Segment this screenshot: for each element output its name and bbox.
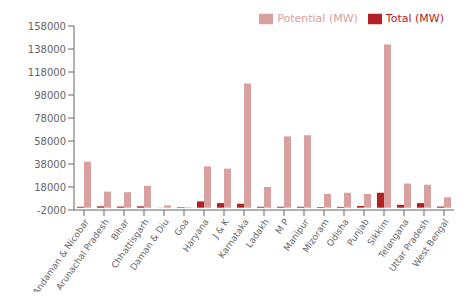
svg-text:Odisha: Odisha bbox=[324, 217, 351, 249]
svg-text:Ladakh: Ladakh bbox=[244, 217, 271, 250]
svg-text:Arunachal Pradesh: Arunachal Pradesh bbox=[54, 217, 111, 292]
svg-text:58000: 58000 bbox=[34, 136, 66, 147]
svg-text:Karnataka: Karnataka bbox=[217, 217, 251, 260]
svg-text:Bihar: Bihar bbox=[109, 217, 131, 243]
svg-text:J & K: J & K bbox=[210, 217, 231, 241]
svg-text:138000: 138000 bbox=[28, 44, 66, 55]
svg-text:Sikkim: Sikkim bbox=[365, 217, 391, 248]
svg-text:M P: M P bbox=[273, 217, 291, 236]
svg-text:Uttar Pradesh: Uttar Pradesh bbox=[387, 217, 431, 274]
svg-text:Mizoram: Mizoram bbox=[301, 217, 331, 254]
svg-text:West Bengal: West Bengal bbox=[410, 217, 450, 269]
svg-text:98000: 98000 bbox=[34, 90, 66, 101]
svg-text:Goa: Goa bbox=[172, 217, 191, 237]
svg-text:18000: 18000 bbox=[34, 182, 66, 193]
html-text:Potential (MW): Potential (MW) bbox=[277, 12, 358, 25]
svg-text:38000: 38000 bbox=[34, 159, 66, 170]
svg-text:Daman & Diu: Daman & Diu bbox=[128, 217, 171, 272]
svg-text:-2000: -2000 bbox=[37, 205, 66, 216]
svg-text:118000: 118000 bbox=[28, 67, 66, 78]
svg-text:158000: 158000 bbox=[28, 21, 66, 32]
svg-text:Manipur: Manipur bbox=[281, 217, 311, 253]
svg-text:Telangana: Telangana bbox=[376, 217, 411, 261]
svg-text:Punjab: Punjab bbox=[345, 217, 371, 248]
svg-text:Haryana: Haryana bbox=[181, 217, 211, 254]
svg-text:Chhattisgarh: Chhattisgarh bbox=[109, 217, 151, 271]
svg-text:78000: 78000 bbox=[34, 113, 66, 124]
html-text:Total (MW): Total (MW) bbox=[385, 12, 444, 25]
